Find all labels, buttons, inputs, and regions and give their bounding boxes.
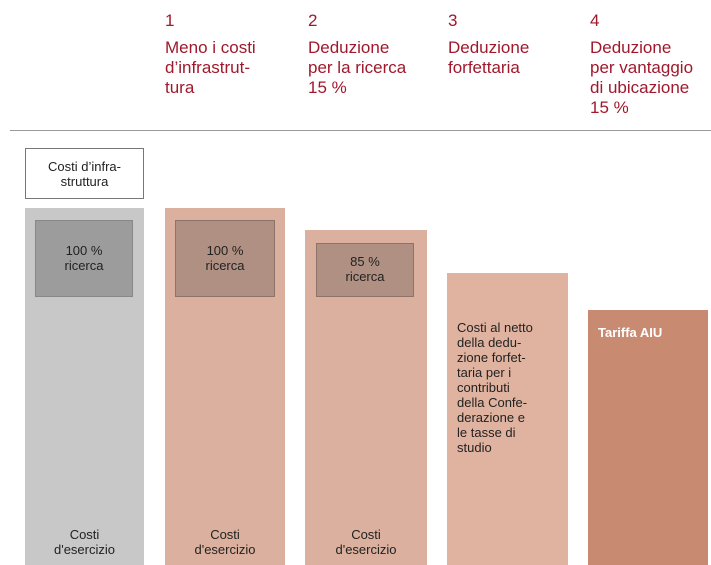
research-box: 85 % ricerca	[316, 243, 414, 297]
infrastructure-box: Costi d’infra- struttura	[25, 148, 144, 199]
note: Tariffa AIU	[598, 325, 663, 340]
column-bar	[447, 273, 568, 565]
step-label: Deduzione per vantaggio di ubicazione 15…	[590, 38, 694, 117]
step-label: Deduzione per la ricerca 15 %	[308, 38, 407, 97]
step-number: 1	[165, 11, 175, 30]
footer-label: Costi d'esercizio	[194, 527, 256, 557]
step-label: Deduzione forfettaria	[448, 38, 530, 77]
separator	[10, 130, 711, 131]
step-number: 4	[590, 11, 600, 30]
step-number: 3	[448, 11, 458, 30]
step-number: 2	[308, 11, 318, 30]
research-box: 100 % ricerca	[175, 220, 275, 297]
footer-label: Costi d'esercizio	[53, 527, 115, 557]
column-bar	[588, 310, 708, 565]
research-box: 100 % ricerca	[35, 220, 133, 297]
step-label: Meno i costi d’infrastrut- tura	[165, 38, 256, 97]
note: Costi al netto della dedu- zione forfet-…	[457, 320, 533, 455]
footer-label: Costi d'esercizio	[335, 527, 397, 557]
